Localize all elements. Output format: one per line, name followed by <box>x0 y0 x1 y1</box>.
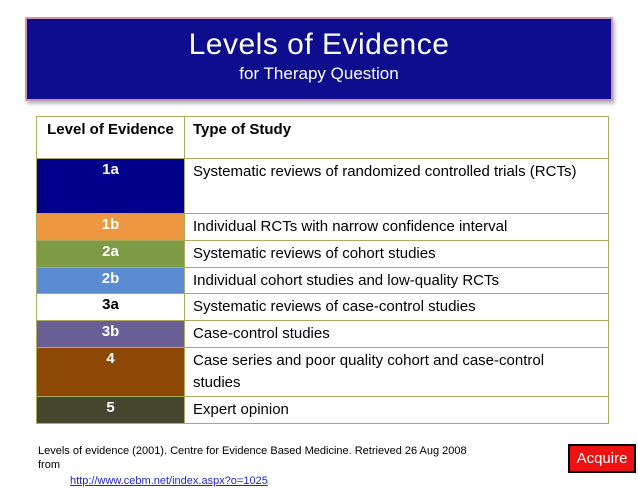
citation-link[interactable]: http://www.cebm.net/index.aspx?o=1025 <box>70 474 268 487</box>
table-row: 2b Individual cohort studies and low-qua… <box>36 266 609 295</box>
study-cell-3b: Case-control studies <box>184 320 609 348</box>
study-cell-1a: Systematic reviews of randomized control… <box>184 158 609 214</box>
study-cell-2b: Individual cohort studies and low-qualit… <box>184 266 609 295</box>
acquire-button[interactable]: Acquire <box>568 444 636 473</box>
table-row: 3b Case-control studies <box>36 320 609 348</box>
level-cell-1a: 1a <box>36 158 185 214</box>
table-row: 2a Systematic reviews of cohort studies <box>36 239 609 268</box>
column-header-level: Level of Evidence <box>36 116 185 159</box>
level-cell-1b: 1b <box>36 213 185 241</box>
level-cell-3b: 3b <box>36 320 185 348</box>
study-cell-4: Case series and poor quality cohort and … <box>184 346 609 397</box>
slide-subtitle: for Therapy Question <box>239 64 399 83</box>
title-banner: Levels of Evidence for Therapy Question <box>25 17 613 101</box>
level-cell-2b: 2b <box>36 266 185 295</box>
level-cell-3a: 3a <box>36 293 185 321</box>
slide-title: Levels of Evidence <box>188 28 450 61</box>
evidence-table: Level of Evidence Type of Study 1a Syste… <box>36 116 609 424</box>
study-cell-2a: Systematic reviews of cohort studies <box>184 239 609 268</box>
citation-text: Levels of evidence (2001). Centre for Ev… <box>38 445 467 472</box>
table-row: 4 Case series and poor quality cohort an… <box>36 346 609 397</box>
table-row: 5 Expert opinion <box>36 395 609 424</box>
study-cell-1b: Individual RCTs with narrow confidence i… <box>184 213 609 241</box>
level-cell-4: 4 <box>36 346 185 397</box>
study-cell-5: Expert opinion <box>184 395 609 424</box>
citation-block: Levels of evidence (2001). Centre for Ev… <box>38 444 478 488</box>
study-cell-3a: Systematic reviews of case-control studi… <box>184 293 609 321</box>
level-cell-5: 5 <box>36 395 185 424</box>
table-row: 1b Individual RCTs with narrow confidenc… <box>36 213 609 241</box>
table-header-row: Level of Evidence Type of Study <box>36 116 609 159</box>
table-row: 3a Systematic reviews of case-control st… <box>36 293 609 321</box>
level-cell-2a: 2a <box>36 239 185 268</box>
table-row: 1a Systematic reviews of randomized cont… <box>36 158 609 214</box>
column-header-study: Type of Study <box>184 116 609 159</box>
